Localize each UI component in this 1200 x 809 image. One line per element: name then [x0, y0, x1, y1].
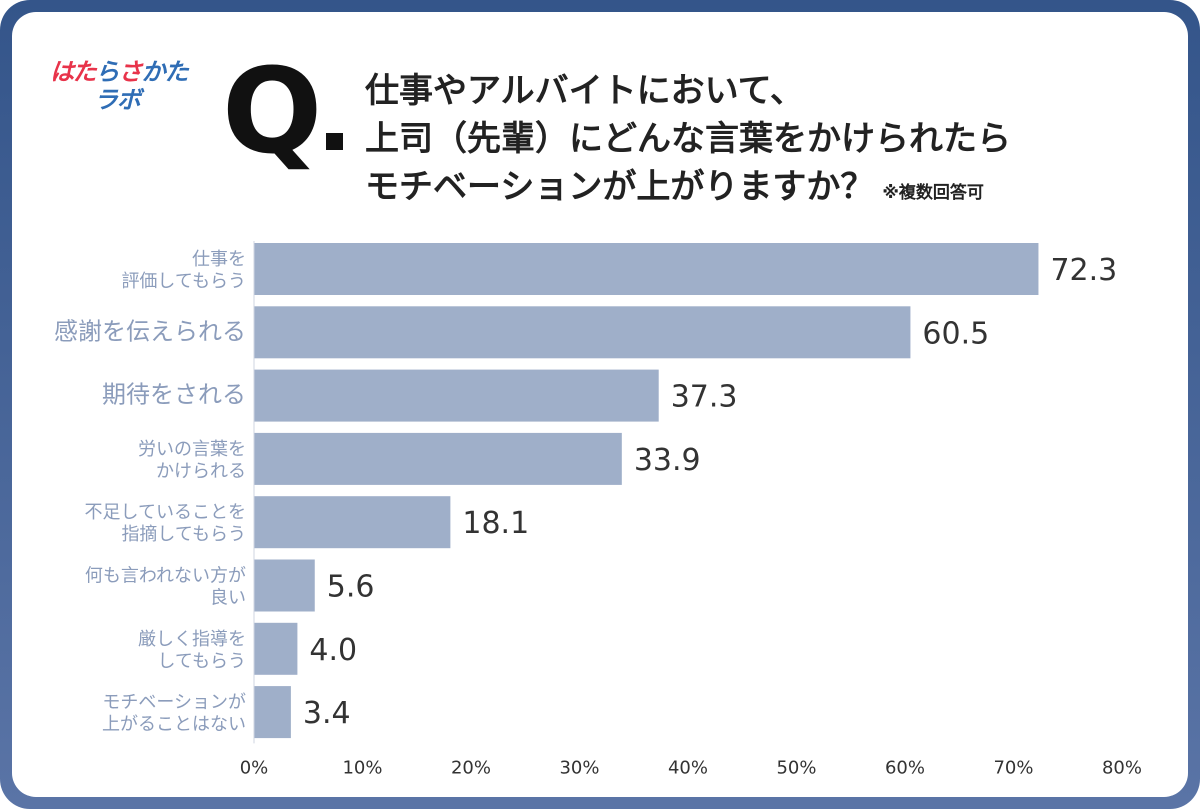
- category-label: 何も言われない方が: [85, 566, 246, 587]
- question-dot: [326, 133, 343, 150]
- bar: [254, 432, 622, 485]
- x-tick-label: 50%: [776, 757, 816, 778]
- x-tick-label: 20%: [451, 757, 491, 778]
- category-label: 感謝を伝えられる: [54, 317, 246, 345]
- x-tick-label: 40%: [668, 757, 708, 778]
- category-label: 厳しく指導を: [138, 629, 246, 650]
- question-line-3-text: モチベーションが上がりますか？: [365, 167, 875, 207]
- value-label: 60.5: [922, 316, 989, 351]
- multiple-answer-note: ※複数回答可: [882, 183, 984, 203]
- value-label: 18.1: [462, 506, 529, 541]
- bar: [254, 622, 298, 675]
- value-label: 72.3: [1050, 253, 1117, 288]
- logo-char: ラ: [94, 86, 118, 114]
- value-label: 33.9: [634, 443, 701, 478]
- bar: [254, 243, 1039, 295]
- logo-line1: はたらさかた: [50, 58, 210, 86]
- logo-char: ボ: [117, 86, 141, 114]
- category-label: 不足していることを: [85, 502, 246, 523]
- category-label: 良い: [210, 588, 246, 609]
- bar: [254, 496, 451, 549]
- logo-line2: ラボ: [94, 86, 210, 114]
- x-tick-label: 30%: [559, 757, 599, 778]
- bar: [254, 559, 315, 612]
- category-label: 評価してもらう: [121, 271, 246, 292]
- question-mark-q: Q: [222, 42, 322, 180]
- value-label: 5.6: [327, 570, 375, 605]
- x-tick-label: 0%: [240, 757, 269, 778]
- bar: [254, 369, 659, 422]
- value-label: 37.3: [671, 380, 738, 415]
- logo-char: ら: [95, 58, 120, 86]
- logo-char: さ: [118, 58, 143, 86]
- category-label: モチベーションが: [102, 692, 246, 713]
- question-line-1: 仕事やアルバイトにおいて、: [365, 71, 804, 111]
- bar: [254, 306, 911, 359]
- logo-char: か: [141, 58, 166, 86]
- question-line-3: モチベーションが上がりますか？ ※複数回答可: [365, 166, 984, 214]
- category-label: かけられる: [156, 461, 246, 482]
- hatarakikata-lab-logo: はたらさかた ラボ: [50, 58, 210, 128]
- category-label: 指摘してもらう: [121, 524, 246, 545]
- category-label: 上がることはない: [102, 714, 246, 735]
- x-tick-label: 60%: [885, 757, 925, 778]
- category-label: してもらう: [157, 651, 246, 672]
- category-label: 期待をされる: [102, 381, 246, 409]
- x-tick-label: 80%: [1102, 757, 1142, 778]
- value-label: 4.0: [309, 633, 357, 668]
- category-label: 仕事を: [192, 249, 246, 270]
- question-line-2: 上司（先輩）にどんな言葉をかけられたら: [365, 119, 1011, 159]
- logo-char: は: [50, 58, 74, 86]
- x-tick-label: 70%: [993, 757, 1033, 778]
- category-label: 労いの言葉を: [138, 439, 246, 460]
- x-tick-label: 10%: [342, 757, 382, 778]
- logo-char: た: [164, 58, 189, 86]
- bar: [254, 686, 291, 739]
- value-label: 3.4: [303, 696, 351, 731]
- logo-char: た: [72, 58, 97, 86]
